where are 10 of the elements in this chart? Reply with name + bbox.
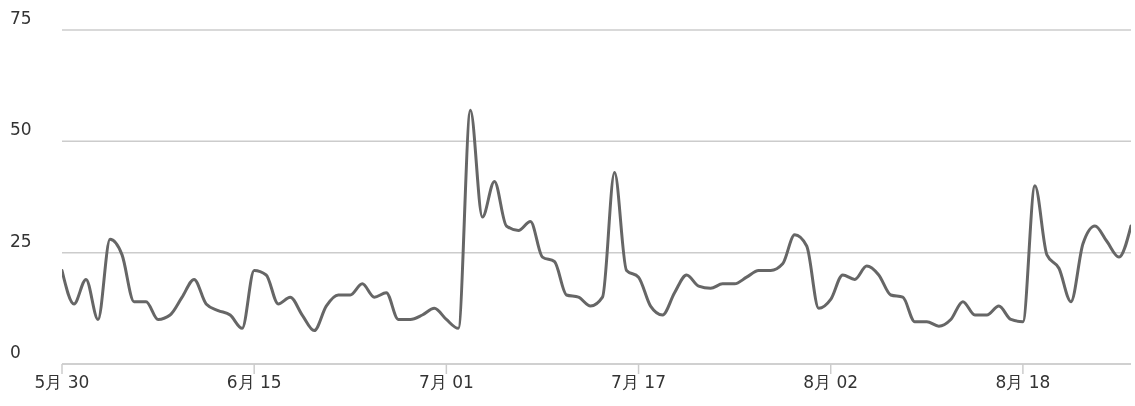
- y-tick-label: 75: [10, 8, 32, 28]
- x-tick-label: 5月 30: [34, 372, 90, 393]
- x-tick-label: 8月 02: [803, 372, 859, 393]
- x-tick-label: 6月 15: [226, 372, 282, 393]
- x-tick-label: 8月 18: [995, 372, 1051, 393]
- x-tick-label: 7月 17: [611, 372, 666, 393]
- y-tick-label: 50: [10, 119, 32, 140]
- y-tick-label: 25: [10, 230, 32, 251]
- y-tick-label: 0: [10, 342, 21, 362]
- x-tick-label: 7月 01: [418, 372, 474, 393]
